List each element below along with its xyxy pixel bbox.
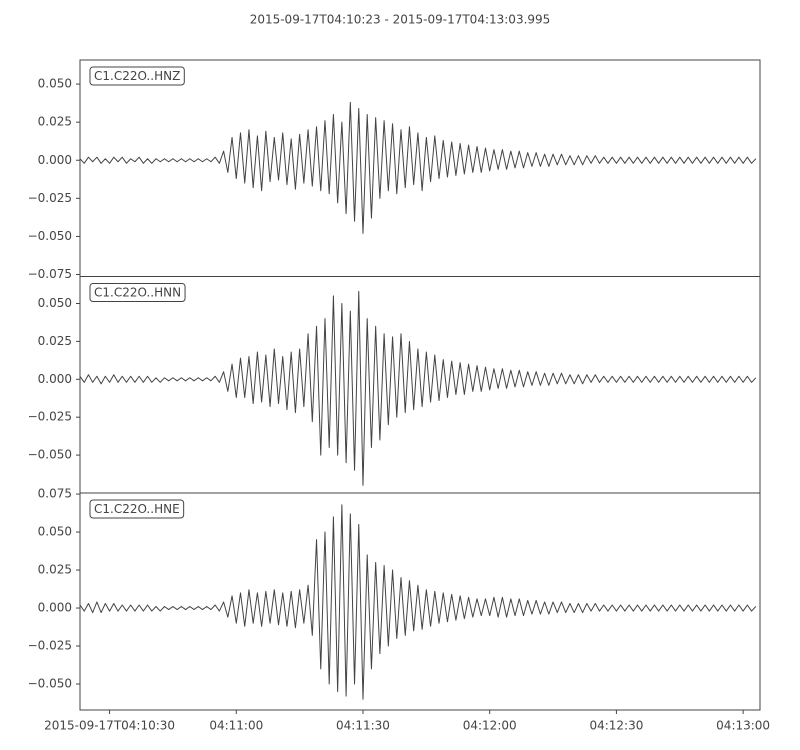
- y-tick-label: 0.050: [38, 296, 72, 310]
- y-tick-label: −0.075: [28, 267, 72, 281]
- y-tick-label: 0.000: [38, 153, 72, 167]
- trace: [80, 504, 757, 700]
- trace: [80, 101, 757, 234]
- trace-label: C1.C22O..HNN: [94, 286, 181, 300]
- x-tick-label: 04:11:30: [336, 719, 390, 733]
- y-tick-label: 0.000: [38, 372, 72, 386]
- trace-label: C1.C22O..HNZ: [94, 69, 180, 83]
- y-tick-label: −0.025: [28, 639, 72, 653]
- y-tick-label: 0.025: [38, 334, 72, 348]
- y-tick-label: −0.050: [28, 229, 72, 243]
- trace-label: C1.C22O..HNE: [94, 502, 180, 516]
- label-box: [89, 66, 185, 86]
- panel-frame: [79, 492, 761, 711]
- x-tick-label: 04:13:00: [716, 719, 770, 733]
- y-tick-label: −0.025: [28, 410, 72, 424]
- x-tick-label: 04:11:00: [209, 719, 263, 733]
- y-tick-label: −0.025: [28, 191, 72, 205]
- x-tick-label: 2015-09-17T04:10:30: [44, 719, 175, 733]
- x-tick-label: 04:12:30: [589, 719, 643, 733]
- label-box: [89, 499, 185, 519]
- y-tick-label: 0.000: [38, 601, 72, 615]
- label-box: [89, 283, 186, 302]
- y-tick-label: −0.050: [28, 677, 72, 691]
- y-tick-label: −0.050: [28, 448, 72, 462]
- y-tick-label: 0.050: [38, 525, 72, 539]
- y-tick-label: 0.025: [38, 563, 72, 577]
- x-tick-label: 04:12:00: [463, 719, 517, 733]
- y-tick-label: 0.025: [38, 115, 72, 129]
- y-tick-label: 0.075: [38, 487, 72, 501]
- y-tick-label: 0.050: [38, 77, 72, 91]
- trace: [80, 290, 757, 486]
- chart-title: 2015-09-17T04:10:23 - 2015-09-17T04:13:0…: [250, 13, 551, 27]
